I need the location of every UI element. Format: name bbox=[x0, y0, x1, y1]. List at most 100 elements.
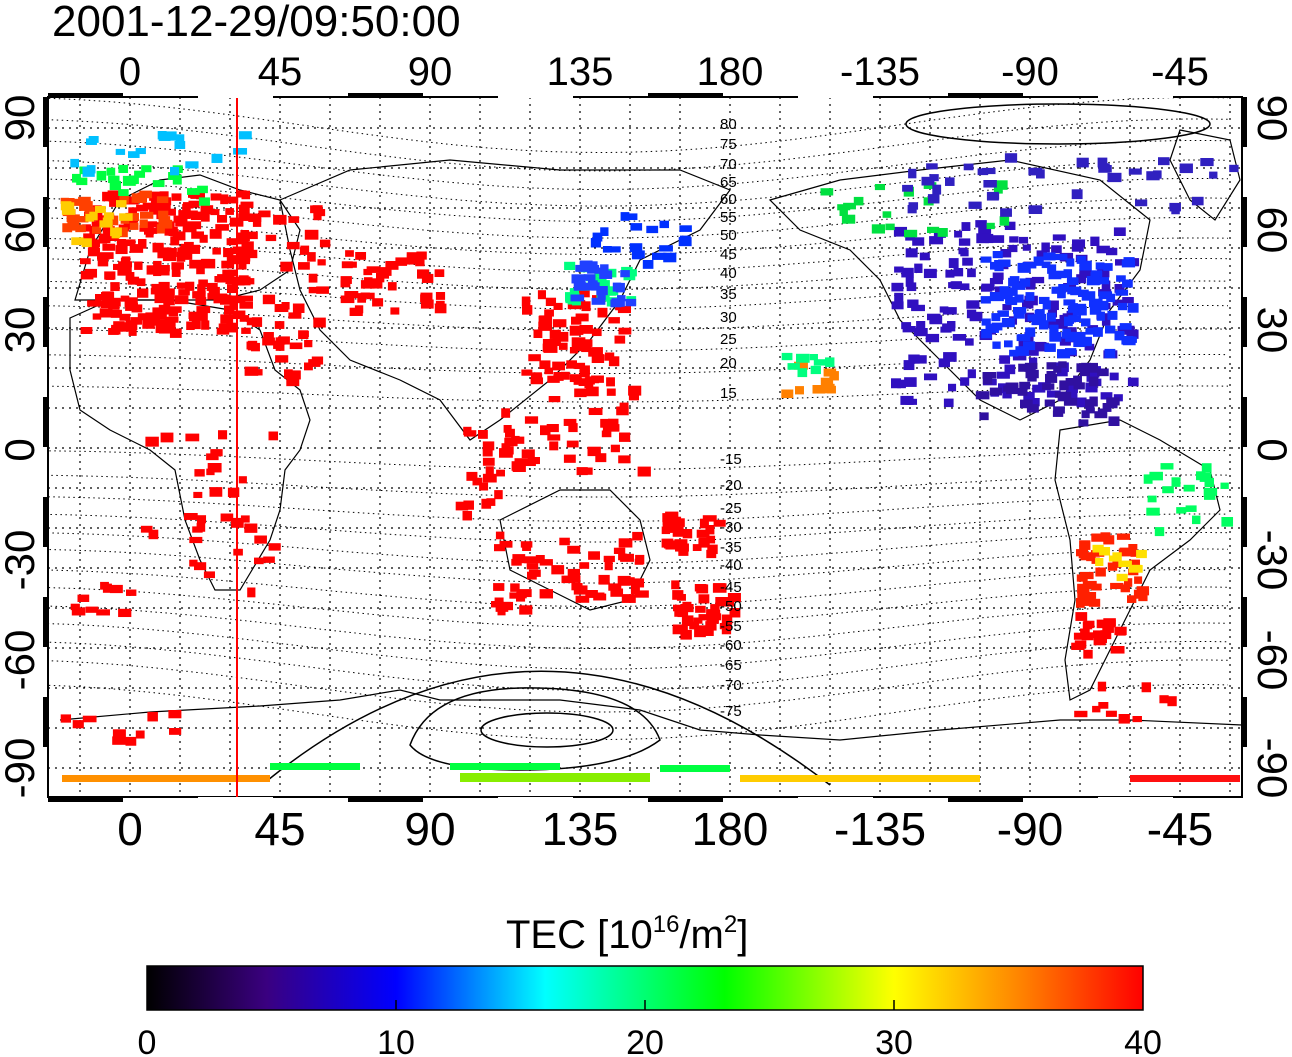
tec-cell bbox=[1185, 505, 1197, 512]
tec-cell bbox=[340, 276, 352, 284]
tec-cell bbox=[213, 293, 228, 304]
tec-cell bbox=[501, 443, 511, 451]
tec-cell bbox=[390, 307, 400, 315]
tec-cell bbox=[1008, 244, 1018, 253]
tec-cell bbox=[1090, 271, 1100, 280]
tec-cell bbox=[85, 606, 99, 613]
tec-cell bbox=[82, 166, 95, 177]
tec-cell bbox=[226, 322, 237, 333]
tec-cell bbox=[218, 430, 228, 440]
tec-cell bbox=[626, 269, 637, 277]
tec-cell bbox=[60, 197, 69, 204]
tec-cell bbox=[1134, 576, 1143, 584]
tec-cell bbox=[1057, 290, 1066, 299]
tec-cell bbox=[211, 286, 220, 296]
tec-cell bbox=[1076, 549, 1089, 557]
tec-cell bbox=[482, 441, 495, 451]
tec-cell bbox=[499, 540, 513, 548]
tec-cell bbox=[163, 296, 175, 306]
tec-cell bbox=[576, 290, 590, 298]
tec-cell bbox=[665, 541, 680, 550]
tec-cell bbox=[241, 241, 254, 252]
tec-cell bbox=[115, 245, 128, 255]
tec-cell bbox=[262, 337, 275, 346]
tec-cell bbox=[839, 207, 848, 216]
tec-cell bbox=[1153, 170, 1162, 179]
tec-cell bbox=[1054, 253, 1068, 261]
tec-cell bbox=[996, 371, 1010, 379]
tec-cell bbox=[715, 597, 729, 607]
tec-cell bbox=[795, 386, 804, 395]
tec-cell bbox=[1220, 482, 1229, 489]
tec-cell bbox=[1046, 390, 1061, 398]
tec-cell bbox=[463, 426, 472, 436]
tec-cell bbox=[273, 214, 287, 225]
tec-cell bbox=[575, 344, 586, 352]
tec-cell bbox=[78, 216, 89, 223]
tec-cell bbox=[696, 529, 710, 538]
tec-cell bbox=[236, 236, 249, 245]
tec-cell bbox=[1066, 277, 1079, 286]
tec-cell bbox=[1074, 710, 1088, 718]
tec-cell bbox=[809, 354, 818, 361]
tec-cell bbox=[1073, 337, 1086, 348]
right-tick-bar bbox=[1242, 497, 1247, 547]
tec-cell bbox=[96, 609, 110, 616]
tec-cell bbox=[596, 592, 605, 599]
tec-cell bbox=[579, 325, 593, 334]
tec-cell bbox=[631, 250, 642, 260]
tec-cell bbox=[954, 230, 963, 238]
tec-cell bbox=[138, 239, 147, 249]
tec-cell bbox=[613, 547, 626, 554]
tec-cell bbox=[1022, 244, 1031, 251]
tec-cell bbox=[1073, 375, 1082, 383]
contour-label: -20 bbox=[720, 477, 742, 494]
tec-cell bbox=[244, 231, 258, 240]
tec-cell bbox=[516, 592, 526, 602]
tec-cell bbox=[206, 468, 215, 476]
tec-cell bbox=[588, 348, 599, 357]
tec-cell bbox=[781, 352, 793, 361]
tec-cell bbox=[113, 263, 123, 270]
tec-cell bbox=[1065, 335, 1076, 342]
tec-cell bbox=[83, 233, 95, 240]
lon-top-axis: 0 45 90 135 180 -135 -90 -45 bbox=[119, 50, 1209, 94]
tec-cell bbox=[125, 239, 136, 247]
tec-cell bbox=[1094, 411, 1108, 419]
tec-cell bbox=[926, 163, 938, 170]
tec-cell bbox=[140, 211, 154, 219]
tec-cell bbox=[1088, 376, 1099, 387]
tec-cell bbox=[729, 608, 741, 618]
tec-cell bbox=[1001, 318, 1015, 328]
tec-cell bbox=[169, 728, 182, 735]
colorbar-title-sup1: 16 bbox=[653, 911, 680, 938]
tec-cell bbox=[108, 175, 120, 184]
tec-cell bbox=[628, 391, 640, 401]
tec-cell bbox=[1103, 263, 1113, 271]
tec-cell bbox=[237, 253, 251, 262]
tec-cell bbox=[103, 231, 115, 241]
tec-cell bbox=[197, 284, 206, 294]
bottom-tick-bar bbox=[498, 797, 573, 802]
tec-cell bbox=[615, 282, 625, 293]
tec-cell bbox=[169, 328, 182, 338]
tec-cell bbox=[1136, 586, 1150, 596]
tec-cell bbox=[159, 204, 171, 214]
north-pole-oval bbox=[905, 103, 1211, 145]
lon-bottom-axis: 0 45 90 135 180 -135 -90 -45 bbox=[117, 803, 1213, 855]
tec-cell bbox=[1009, 236, 1019, 243]
tec-cell bbox=[911, 304, 925, 312]
tec-cell bbox=[581, 342, 592, 353]
tec-cell bbox=[904, 377, 917, 387]
tec-cell bbox=[1221, 517, 1234, 527]
tec-cell bbox=[1128, 168, 1142, 175]
lon-top-label: 90 bbox=[408, 50, 453, 94]
tec-cell bbox=[900, 395, 914, 405]
tec-cell bbox=[370, 280, 383, 289]
tec-cell bbox=[118, 608, 132, 618]
tec-cell bbox=[583, 274, 596, 281]
tec-cell bbox=[781, 389, 794, 399]
magnetic-contour bbox=[48, 159, 1229, 207]
tec-cell bbox=[1143, 474, 1153, 484]
tec-cell bbox=[71, 607, 86, 616]
